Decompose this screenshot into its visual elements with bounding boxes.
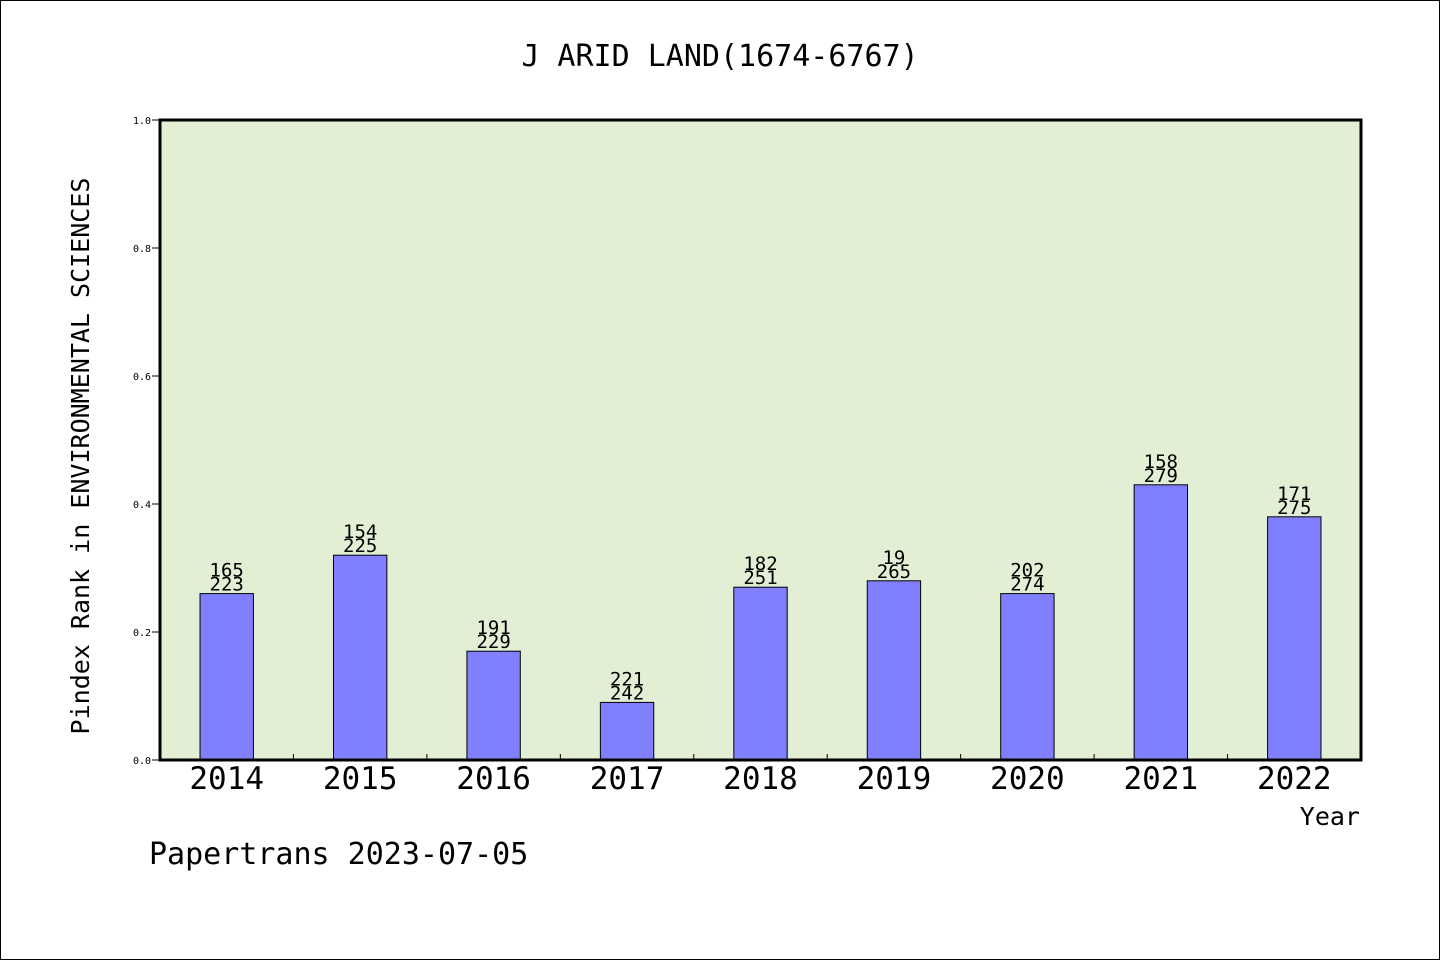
x-tick-label: 2015	[323, 761, 398, 797]
bars-layer	[199, 484, 1322, 761]
x-tick-label: 2022	[1257, 761, 1332, 797]
bar-total-label: 265	[877, 561, 911, 583]
y-tick-label: 0.6	[133, 372, 151, 383]
x-tick-label: 2019	[857, 761, 932, 797]
x-tick-label: 2021	[1124, 761, 1199, 797]
x-axis: 2014 2015 2016 2017 2018 2019 2020 2021 2022	[189, 754, 1332, 797]
bar-rank-label: 171	[1277, 483, 1311, 505]
chart-title: J ARID LAND(1674-6767)	[521, 39, 918, 74]
y-tick-label: 0.0	[133, 756, 151, 767]
bar-2022	[1267, 516, 1322, 761]
x-tick-label: 2018	[723, 761, 798, 797]
bar-2019	[866, 580, 922, 761]
bar-total-label: 275	[1277, 497, 1311, 519]
bar-rank-label: 191	[476, 617, 510, 639]
bar-rank-label: 221	[610, 668, 644, 690]
bar-total-label: 225	[343, 535, 377, 557]
bar-2021	[1133, 484, 1189, 761]
bar-total-label: 229	[476, 631, 510, 653]
bar-rank-label: 158	[1144, 451, 1178, 473]
bar-2014	[199, 593, 254, 761]
bar-total-label: 274	[1010, 574, 1044, 596]
bar-rank-label: 202	[1010, 560, 1044, 582]
y-tick-label: 0.2	[133, 628, 151, 639]
x-tick-label: 2017	[590, 761, 665, 797]
bar-2020	[1000, 593, 1055, 761]
x-axis-label: Year	[1300, 802, 1360, 831]
x-tick-label: 2020	[990, 761, 1065, 797]
bar-rank-label: 165	[210, 560, 244, 582]
bar-2018	[733, 586, 788, 761]
bar-total-label: 251	[743, 567, 777, 589]
y-axis: 0.0 0.2 0.4 0.6 0.8 1.0	[133, 116, 160, 767]
plot-border	[158, 118, 1363, 762]
bar-total-label: 242	[610, 682, 644, 704]
x-tick-label: 2016	[456, 761, 531, 797]
bar-2016	[466, 650, 521, 761]
y-tick-label: 0.8	[133, 244, 151, 255]
footer-text: Papertrans 2023-07-05	[149, 837, 528, 872]
bar-rank-label: 154	[343, 521, 377, 543]
y-tick-label: 1.0	[133, 116, 151, 127]
y-axis-label: Pindex Rank in ENVIRONMENTAL SCIENCES	[66, 178, 95, 735]
bar-rank-label: 182	[743, 553, 777, 575]
bar-2017	[599, 701, 655, 761]
y-tick-label: 0.4	[133, 500, 151, 511]
bar-rank-label: 19	[882, 547, 905, 569]
bar-2015	[332, 554, 388, 761]
bar-total-label: 279	[1144, 465, 1178, 487]
x-tick-label: 2014	[189, 761, 264, 797]
bar-total-label: 223	[210, 574, 244, 596]
